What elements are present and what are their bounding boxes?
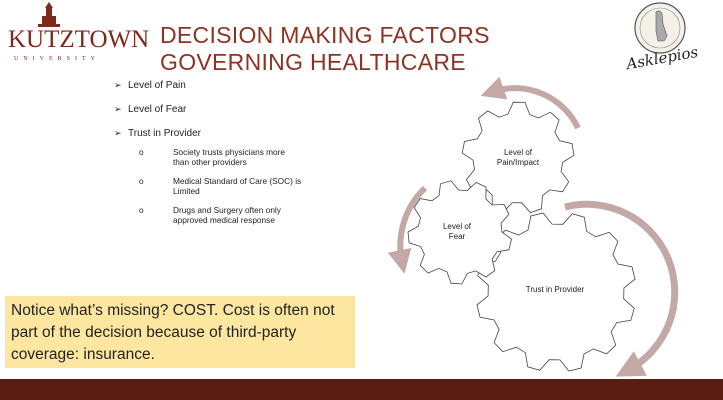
gear-label: Level of Pain/Impact [496, 148, 540, 167]
gear [461, 101, 575, 214]
cycle-arrow [480, 76, 581, 130]
title: DECISION MAKING FACTORS [160, 22, 490, 48]
footer-bar [0, 379, 723, 400]
sub-list: Society trusts physicians more than othe… [128, 147, 372, 225]
bullet-list: Level of Pain Level of Fear Trust in Provi… [112, 80, 372, 238]
title: GOVERNING HEALTHCARE [160, 49, 466, 75]
bullet-text: Level of Fear [128, 104, 187, 115]
sub-bullet: Society trusts physicians more than othe… [128, 147, 303, 167]
cycle-arrow [564, 200, 679, 377]
sub-bullet: Medical Standard of Care (SOC) is Limite… [128, 176, 303, 196]
callout: Notice what’s missing? COST. Cost is oft… [5, 296, 355, 368]
logo-name: KUTZTOWN [8, 26, 150, 53]
gear-label: Trust in Provider [525, 285, 585, 294]
gear-label: Level of Fear [442, 222, 472, 241]
gear [407, 180, 512, 285]
gear [476, 212, 636, 372]
bullet: Level of Pain [112, 80, 372, 91]
bullet: Level of Fear [112, 104, 372, 115]
logo-icon [38, 2, 60, 27]
bullet-text: Level of Pain [128, 80, 186, 91]
bullet: Trust in Provider Society trusts physicia… [112, 128, 372, 225]
bullet-text: Trust in Provider [128, 128, 201, 139]
logo-subtitle: UNIVERSITY [14, 56, 100, 62]
cycle-arrow [387, 185, 428, 274]
sub-bullet: Drugs and Surgery often only approved me… [128, 205, 303, 225]
emblem-icon [634, 2, 686, 54]
